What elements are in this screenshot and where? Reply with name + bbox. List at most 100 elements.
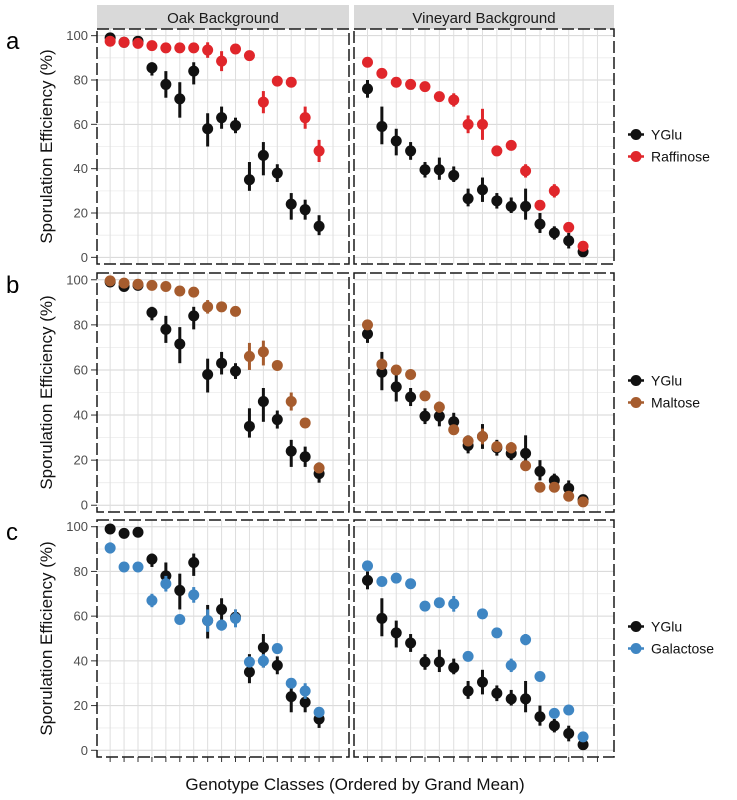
panel-row-c: c Sporulation Efficiency (%) 0 20 40 60 80 100 Y…	[6, 519, 714, 762]
data-point	[160, 42, 172, 54]
data-point	[563, 490, 575, 502]
data-point	[146, 594, 158, 606]
legend-key-point	[630, 375, 642, 386]
series-yglu	[361, 571, 589, 751]
facet-vineyard	[353, 519, 615, 762]
data-point	[257, 96, 269, 108]
data-point	[361, 56, 373, 68]
data-point	[505, 200, 517, 212]
data-point	[505, 693, 517, 705]
data-point	[216, 112, 228, 124]
data-point	[361, 574, 373, 586]
data-point	[376, 575, 388, 587]
y-tick-label: 80	[74, 317, 88, 332]
y-tick-label: 20	[74, 206, 88, 221]
data-point	[243, 350, 255, 362]
legend-key-point	[630, 151, 642, 162]
legend-key-point	[630, 129, 642, 140]
panel-border	[353, 28, 615, 265]
data-point	[433, 164, 445, 176]
data-point	[563, 221, 575, 233]
data-point	[433, 597, 445, 609]
data-point	[257, 346, 269, 358]
data-point	[146, 306, 158, 318]
data-point	[160, 578, 172, 590]
panel-border	[353, 519, 615, 758]
y-tick-label: 40	[74, 653, 88, 668]
data-point	[405, 368, 417, 380]
data-point	[132, 561, 144, 573]
data-point	[202, 368, 214, 380]
data-point	[271, 414, 283, 426]
data-point	[243, 50, 255, 62]
legend: YGlu Raffinose	[628, 127, 710, 165]
data-point	[534, 465, 546, 477]
data-point	[313, 145, 325, 157]
data-point	[271, 359, 283, 371]
series-maltose	[104, 275, 325, 474]
data-point	[271, 643, 283, 655]
data-point	[188, 556, 200, 568]
data-point	[174, 42, 186, 54]
data-point	[548, 227, 560, 239]
data-point	[188, 42, 200, 54]
strip-oak	[97, 5, 349, 29]
data-point	[271, 659, 283, 671]
legend-label: Maltose	[651, 395, 700, 411]
panel-row-b: b Sporulation Efficiency (%) 0 20 40 60 80 100 Y…	[6, 272, 700, 513]
data-point	[188, 589, 200, 601]
data-point	[476, 118, 488, 130]
data-point	[448, 169, 460, 181]
data-point	[476, 608, 488, 620]
y-tick-label: 0	[81, 743, 88, 758]
data-point	[563, 482, 575, 494]
data-point	[146, 553, 158, 565]
data-point	[491, 627, 503, 639]
data-point	[433, 91, 445, 103]
data-point	[419, 410, 431, 422]
data-point	[257, 655, 269, 667]
data-point	[118, 561, 130, 573]
data-point	[299, 204, 311, 216]
data-point	[216, 357, 228, 369]
data-point	[548, 720, 560, 732]
data-point	[405, 391, 417, 403]
data-point	[104, 35, 116, 47]
panel-border	[96, 272, 350, 513]
data-point	[299, 696, 311, 708]
panel-row-a: a Sporulation Efficiency (%) 0 20 40 60 80 100 Y…	[6, 28, 710, 265]
data-point	[361, 328, 373, 340]
y-tick-label: 80	[74, 564, 88, 579]
data-point	[299, 417, 311, 429]
data-point	[160, 323, 172, 335]
data-point	[476, 430, 488, 442]
data-point	[132, 526, 144, 538]
data-point	[257, 641, 269, 653]
data-point	[230, 305, 242, 317]
strip-vineyard	[354, 5, 614, 29]
data-point	[520, 165, 532, 177]
data-point	[216, 619, 228, 631]
data-point	[405, 145, 417, 157]
data-point	[132, 37, 144, 49]
legend-key-point	[630, 643, 642, 654]
data-point	[390, 381, 402, 393]
facet-oak	[96, 519, 350, 762]
data-point	[104, 523, 116, 535]
y-tick-label: 100	[66, 519, 88, 534]
facet-vineyard	[353, 28, 615, 265]
data-point	[433, 401, 445, 413]
data-point	[390, 135, 402, 147]
y-tick-label: 20	[74, 453, 88, 468]
data-point	[491, 145, 503, 157]
legend-label: YGlu	[651, 619, 682, 635]
data-point	[243, 666, 255, 678]
data-point	[419, 164, 431, 176]
legend: YGlu Maltose	[628, 373, 700, 411]
data-point	[563, 704, 575, 716]
data-point	[361, 83, 373, 95]
data-point	[160, 78, 172, 90]
y-tick-label: 40	[74, 161, 88, 176]
data-point	[216, 301, 228, 313]
